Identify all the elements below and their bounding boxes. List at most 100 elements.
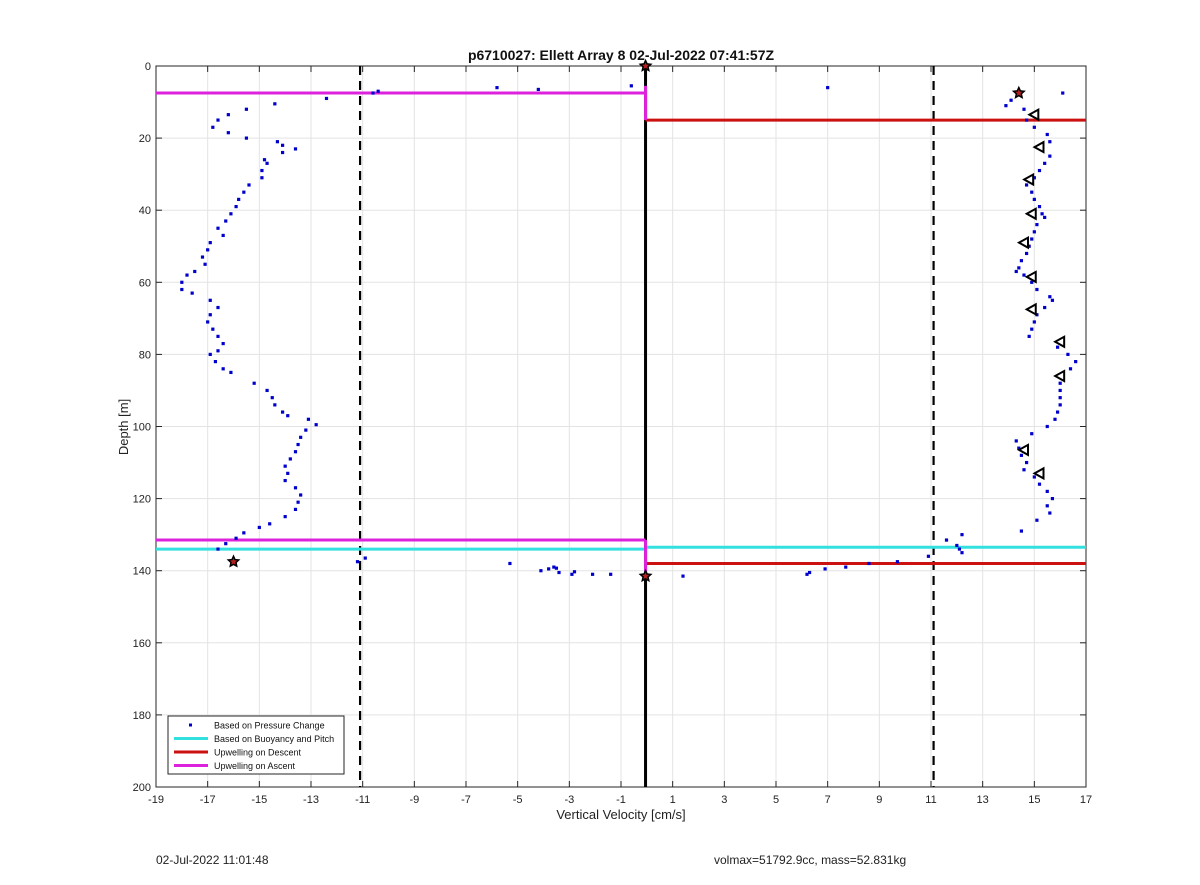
- star-marker: [1011, 85, 1026, 100]
- triangle-marker: [1024, 302, 1037, 317]
- y-tick-label: 20: [139, 133, 151, 145]
- pressure-data-point: [221, 233, 225, 238]
- pressure-data-point: [242, 531, 246, 535]
- pressure-data-point: [1058, 381, 1062, 385]
- pressure-data-point: [807, 570, 812, 575]
- pressure-data-point: [1014, 439, 1018, 443]
- pressure-data-point: [590, 572, 595, 576]
- pressure-data-point: [1061, 91, 1065, 95]
- pressure-data-point: [1030, 327, 1034, 331]
- pressure-data-point: [1032, 230, 1036, 234]
- pressure-data-point: [180, 280, 184, 284]
- pressure-data-point: [299, 493, 303, 497]
- pressure-data-point: [1035, 518, 1039, 522]
- legend-ascent-label: Upwelling on Ascent: [214, 761, 296, 771]
- pressure-data-point: [1032, 320, 1036, 324]
- pressure-data-point: [234, 204, 238, 209]
- pressure-data-point: [226, 131, 230, 135]
- pressure-data-point: [844, 565, 848, 569]
- pressure-data-point: [1019, 453, 1024, 457]
- pressure-data-point: [273, 102, 277, 106]
- pressure-data-point: [1045, 132, 1049, 137]
- x-tick-label: 13: [977, 794, 989, 806]
- y-tick-label: 180: [133, 710, 151, 722]
- pressure-data-point: [216, 226, 220, 230]
- star-marker: [638, 58, 653, 72]
- pressure-data-point: [242, 190, 246, 194]
- pressure-data-point: [1074, 360, 1078, 364]
- pressure-data-point: [224, 542, 228, 546]
- pressure-data-point: [376, 89, 380, 93]
- pressure-data-point: [1068, 367, 1073, 371]
- y-tick-label: 40: [139, 205, 151, 217]
- pressure-data-point: [957, 547, 962, 551]
- pressure-data-point: [1048, 295, 1052, 299]
- pressure-data-point: [306, 417, 311, 421]
- x-tick-label: 15: [1028, 794, 1040, 806]
- x-tick-label: -1: [616, 794, 626, 806]
- pressure-data-point: [293, 450, 298, 454]
- pressure-data-point: [371, 91, 375, 95]
- pressure-data-point: [257, 525, 261, 530]
- pressure-data-point: [208, 313, 212, 317]
- pressure-data-point: [283, 478, 287, 483]
- x-tick-label: 7: [825, 794, 831, 806]
- pressure-data-point: [211, 327, 215, 331]
- pressure-data-point: [1027, 334, 1031, 338]
- pressure-data-point: [213, 360, 218, 364]
- x-axis-label: Vertical Velocity [cm/s]: [556, 807, 685, 822]
- pressure-data-point: [1009, 98, 1013, 102]
- pressure-data-point: [1032, 125, 1036, 129]
- pressure-data-point: [1017, 446, 1021, 450]
- pressure-data-point: [960, 551, 964, 555]
- pressure-data-point: [280, 150, 285, 155]
- pressure-data-point: [283, 515, 287, 519]
- pressure-data-point: [221, 341, 225, 346]
- pressure-data-point: [1048, 511, 1052, 515]
- x-tick-label: -7: [461, 794, 471, 806]
- pressure-data-point: [826, 86, 830, 90]
- pressure-data-point: [229, 212, 233, 216]
- pressure-data-point: [570, 572, 574, 576]
- pressure-data-point: [296, 442, 300, 447]
- pressure-data-point: [237, 197, 241, 201]
- x-tick-label: 5: [773, 794, 779, 806]
- pressure-data-point: [1066, 352, 1070, 356]
- pressure-data-point: [681, 574, 685, 578]
- pressure-data-point: [208, 241, 212, 245]
- x-tick-label: -11: [355, 794, 370, 806]
- pressure-data-point: [1032, 475, 1036, 479]
- pressure-data-point: [224, 219, 228, 223]
- tick-labels: -19 -17 -15 -13 -11 -9 -7 -5 -3 -1 1 3 5 7 9 11 13 15 1702…: [133, 61, 1092, 806]
- x-tick-label: -17: [200, 794, 216, 806]
- triangle-marker: [1016, 443, 1029, 457]
- y-tick-label: 120: [133, 494, 151, 506]
- pressure-data-point: [288, 457, 292, 461]
- legend-pressure-label: Based on Pressure Change: [214, 721, 325, 731]
- pressure-data-point: [280, 410, 285, 414]
- pressure-data-point: [508, 561, 512, 566]
- triangle-marker: [1032, 466, 1045, 481]
- data-points: [180, 84, 1078, 578]
- pressure-data-point: [286, 471, 290, 475]
- pressure-data-point: [572, 570, 577, 574]
- pressure-data-point: [203, 262, 207, 266]
- pressure-data-point: [314, 423, 318, 427]
- pressure-data-point: [221, 367, 225, 371]
- triangle-marker: [1053, 369, 1066, 383]
- pressure-data-point: [1050, 298, 1055, 302]
- pressure-data-point: [265, 161, 269, 165]
- legend-pressure-swatch: [189, 723, 192, 727]
- x-tick-label: -19: [148, 794, 164, 806]
- pressure-data-point: [216, 547, 220, 551]
- pressure-data-point: [200, 255, 205, 259]
- x-tick-label: 1: [670, 794, 676, 806]
- x-tick-label: 9: [876, 794, 882, 806]
- pressure-data-point: [1019, 529, 1024, 533]
- triangle-marker: [1024, 270, 1037, 284]
- y-tick-label: 160: [133, 638, 151, 650]
- data-markers: [226, 58, 1066, 583]
- pressure-data-point: [216, 349, 220, 353]
- pressure-data-point: [293, 486, 298, 490]
